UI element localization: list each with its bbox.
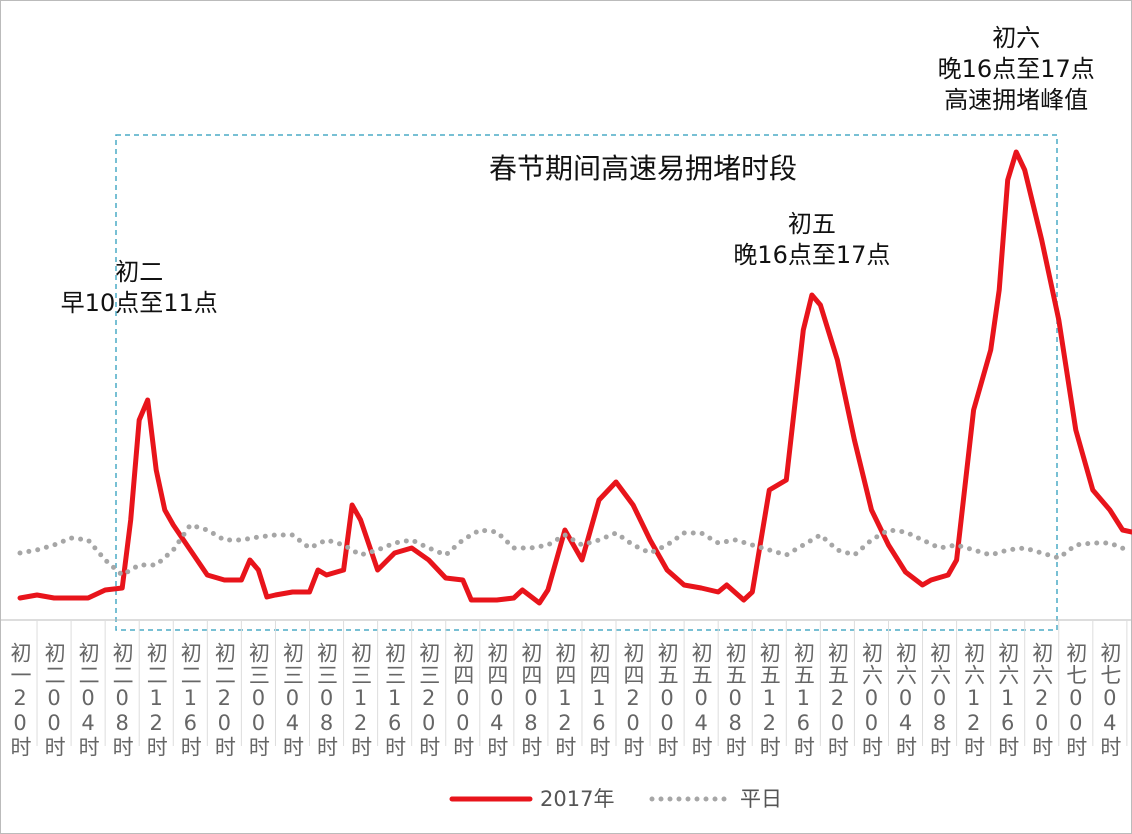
x-tick-label: 初六04时 <box>894 642 918 758</box>
x-tick-label: 初二16时 <box>178 642 202 758</box>
x-tick-label: 初二12时 <box>144 642 168 758</box>
x-tick-label: 初七00时 <box>1064 642 1088 758</box>
x-tick-label: 初四04时 <box>485 642 509 758</box>
x-tick-label: 初二00时 <box>42 642 66 758</box>
x-tick-label: 初四20时 <box>621 642 645 758</box>
x-tick-label: 初四16时 <box>587 642 611 758</box>
annotation: 晚16点至17点 <box>938 55 1095 83</box>
annotation: 初五 <box>788 210 836 238</box>
x-tick-label: 初五20时 <box>825 642 849 758</box>
series-line <box>17 149 1132 606</box>
x-tick-label: 初二04时 <box>76 642 100 758</box>
series-line <box>17 522 1130 578</box>
x-tick-label: 初一20时 <box>8 642 32 758</box>
annotation: 初六 <box>992 24 1040 52</box>
annotation: 晚16点至17点 <box>733 241 890 269</box>
x-tick-label: 初四00时 <box>451 642 475 758</box>
x-tick-label: 初三16时 <box>383 642 407 758</box>
x-tick-label: 初六16时 <box>996 642 1020 758</box>
x-tick-label: 初三20时 <box>417 642 441 758</box>
x-tick-label: 初五00时 <box>655 642 679 758</box>
legend-label: 2017年 <box>540 787 614 811</box>
x-tick-label: 初四12时 <box>553 642 577 758</box>
x-tick-label: 初二08时 <box>110 642 134 758</box>
x-tick-label: 初五08时 <box>723 642 747 758</box>
x-tick-label: 初三04时 <box>280 642 304 758</box>
x-tick-label: 初二20时 <box>212 642 236 758</box>
x-tick-label: 初三00时 <box>246 642 270 758</box>
x-tick-label: 初五04时 <box>689 642 713 758</box>
x-tick-label: 初六12时 <box>962 642 986 758</box>
x-tick-label: 初六20时 <box>1030 642 1054 758</box>
x-tick-label: 初六00时 <box>859 642 883 758</box>
x-tick-label: 初七04时 <box>1098 642 1122 758</box>
legend-label: 平日 <box>740 787 782 811</box>
annotation: 初二 <box>115 258 163 286</box>
x-tick-label: 初四08时 <box>519 642 543 758</box>
annotation: 高速拥堵峰值 <box>944 86 1088 114</box>
x-tick-label: 初三08时 <box>315 642 339 758</box>
box-title: 春节期间高速易拥堵时段 <box>489 152 797 185</box>
x-tick-label: 初三12时 <box>349 642 373 758</box>
x-tick-label: 初五12时 <box>757 642 781 758</box>
annotation: 早10点至11点 <box>61 289 218 317</box>
x-tick-label: 初五16时 <box>791 642 815 758</box>
x-tick-label: 初六08时 <box>928 642 952 758</box>
highlight-box <box>115 134 1058 631</box>
